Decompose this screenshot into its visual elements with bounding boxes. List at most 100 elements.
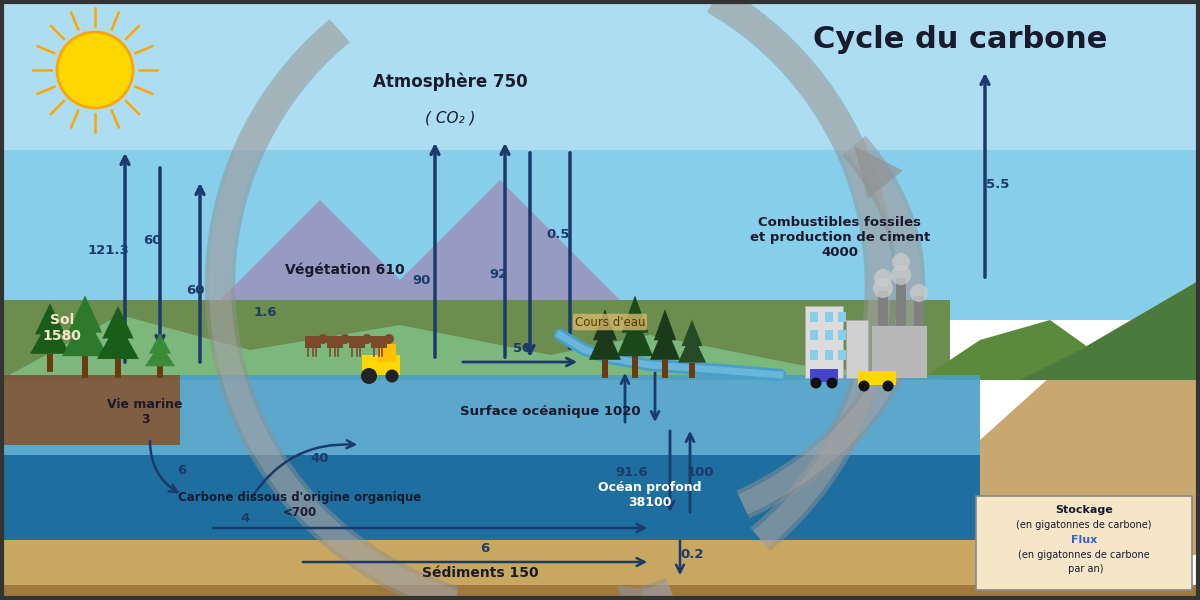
Bar bbox=[810, 350, 818, 360]
Polygon shape bbox=[149, 334, 172, 353]
Bar bbox=[810, 330, 818, 340]
Bar bbox=[838, 312, 846, 322]
Circle shape bbox=[318, 334, 328, 344]
Bar bbox=[632, 356, 638, 378]
Polygon shape bbox=[97, 322, 139, 359]
Polygon shape bbox=[617, 586, 672, 600]
Text: Surface océanique 1020: Surface océanique 1020 bbox=[460, 406, 641, 419]
Bar bbox=[846, 320, 868, 378]
Bar bbox=[838, 330, 846, 340]
Bar bbox=[0, 0, 1200, 150]
Text: 0.2: 0.2 bbox=[680, 548, 703, 562]
Bar bbox=[805, 306, 844, 378]
Text: 4: 4 bbox=[240, 511, 250, 524]
Bar bbox=[810, 369, 838, 382]
FancyBboxPatch shape bbox=[976, 496, 1192, 590]
Bar bbox=[689, 362, 695, 378]
Bar bbox=[826, 350, 833, 360]
Text: Combustibles fossiles
et production de ciment
4000: Combustibles fossiles et production de c… bbox=[750, 217, 930, 259]
Polygon shape bbox=[62, 313, 108, 356]
Text: 40: 40 bbox=[311, 451, 329, 464]
Text: 90: 90 bbox=[413, 274, 431, 286]
Bar bbox=[826, 330, 833, 340]
Text: 91.6: 91.6 bbox=[616, 466, 648, 479]
Bar bbox=[838, 350, 846, 360]
Text: 50: 50 bbox=[512, 341, 532, 355]
Text: 60: 60 bbox=[143, 233, 161, 247]
Polygon shape bbox=[854, 146, 902, 199]
Circle shape bbox=[58, 32, 133, 108]
Text: Océan profond
38100: Océan profond 38100 bbox=[599, 481, 702, 509]
Bar bbox=[0, 540, 1020, 588]
Text: Sol
1580: Sol 1580 bbox=[42, 313, 82, 343]
Circle shape bbox=[361, 368, 377, 384]
Bar bbox=[0, 375, 180, 445]
Polygon shape bbox=[980, 280, 1200, 555]
Bar bbox=[826, 312, 833, 322]
Bar bbox=[602, 360, 608, 378]
Circle shape bbox=[827, 377, 838, 389]
Circle shape bbox=[362, 334, 372, 344]
Bar bbox=[878, 291, 888, 326]
Polygon shape bbox=[35, 303, 65, 334]
Text: Cycle du carbone: Cycle du carbone bbox=[812, 25, 1108, 54]
Polygon shape bbox=[349, 336, 365, 348]
Text: ( CO₂ ): ( CO₂ ) bbox=[425, 110, 475, 125]
Text: Sédiments 150: Sédiments 150 bbox=[421, 566, 539, 580]
Text: 60: 60 bbox=[186, 283, 204, 296]
Bar bbox=[115, 359, 121, 378]
Text: 5.5: 5.5 bbox=[986, 178, 1009, 191]
Polygon shape bbox=[67, 295, 102, 333]
Polygon shape bbox=[650, 324, 680, 360]
Bar bbox=[0, 585, 1200, 600]
Circle shape bbox=[810, 377, 822, 389]
Polygon shape bbox=[682, 320, 702, 346]
Text: Cours d'eau: Cours d'eau bbox=[575, 316, 646, 329]
Bar bbox=[47, 354, 53, 372]
Text: 1.6: 1.6 bbox=[253, 305, 277, 319]
Text: 0.5: 0.5 bbox=[546, 229, 570, 241]
Text: Flux: Flux bbox=[1070, 535, 1097, 545]
Polygon shape bbox=[617, 313, 653, 356]
Circle shape bbox=[385, 370, 398, 383]
Bar bbox=[896, 278, 906, 326]
Circle shape bbox=[882, 380, 894, 391]
Bar bbox=[810, 312, 818, 322]
Polygon shape bbox=[589, 324, 622, 360]
Circle shape bbox=[874, 278, 893, 298]
Text: (en gigatonnes de carbone): (en gigatonnes de carbone) bbox=[1016, 520, 1152, 530]
Text: 92: 92 bbox=[488, 269, 508, 281]
Bar bbox=[0, 375, 980, 455]
Polygon shape bbox=[593, 309, 617, 340]
Bar bbox=[157, 366, 163, 378]
Bar bbox=[0, 300, 950, 380]
Bar bbox=[82, 356, 88, 378]
Polygon shape bbox=[0, 315, 950, 380]
Circle shape bbox=[890, 265, 911, 285]
Polygon shape bbox=[654, 309, 677, 340]
Polygon shape bbox=[678, 332, 706, 362]
Polygon shape bbox=[305, 336, 322, 348]
Circle shape bbox=[910, 284, 928, 302]
Polygon shape bbox=[920, 320, 1180, 380]
Text: 6: 6 bbox=[480, 541, 490, 554]
Text: Atmosphère 750: Atmosphère 750 bbox=[373, 73, 527, 91]
Text: Carbone dissous d'origine organique
<700: Carbone dissous d'origine organique <700 bbox=[179, 491, 421, 519]
Text: Vie marine
3: Vie marine 3 bbox=[107, 398, 182, 426]
Text: (en gigatonnes de carbone: (en gigatonnes de carbone bbox=[1018, 550, 1150, 560]
Bar bbox=[662, 360, 668, 378]
Circle shape bbox=[340, 334, 350, 344]
Polygon shape bbox=[622, 295, 648, 333]
Circle shape bbox=[858, 380, 870, 391]
Polygon shape bbox=[145, 343, 175, 366]
Polygon shape bbox=[30, 318, 70, 354]
Polygon shape bbox=[371, 336, 386, 348]
Bar bbox=[0, 0, 1200, 320]
Text: Stockage: Stockage bbox=[1055, 505, 1112, 515]
Polygon shape bbox=[1020, 280, 1200, 380]
Bar bbox=[362, 355, 400, 375]
Circle shape bbox=[874, 269, 892, 287]
Text: 100: 100 bbox=[686, 466, 714, 479]
Text: par an): par an) bbox=[1064, 564, 1103, 574]
Polygon shape bbox=[326, 336, 343, 348]
